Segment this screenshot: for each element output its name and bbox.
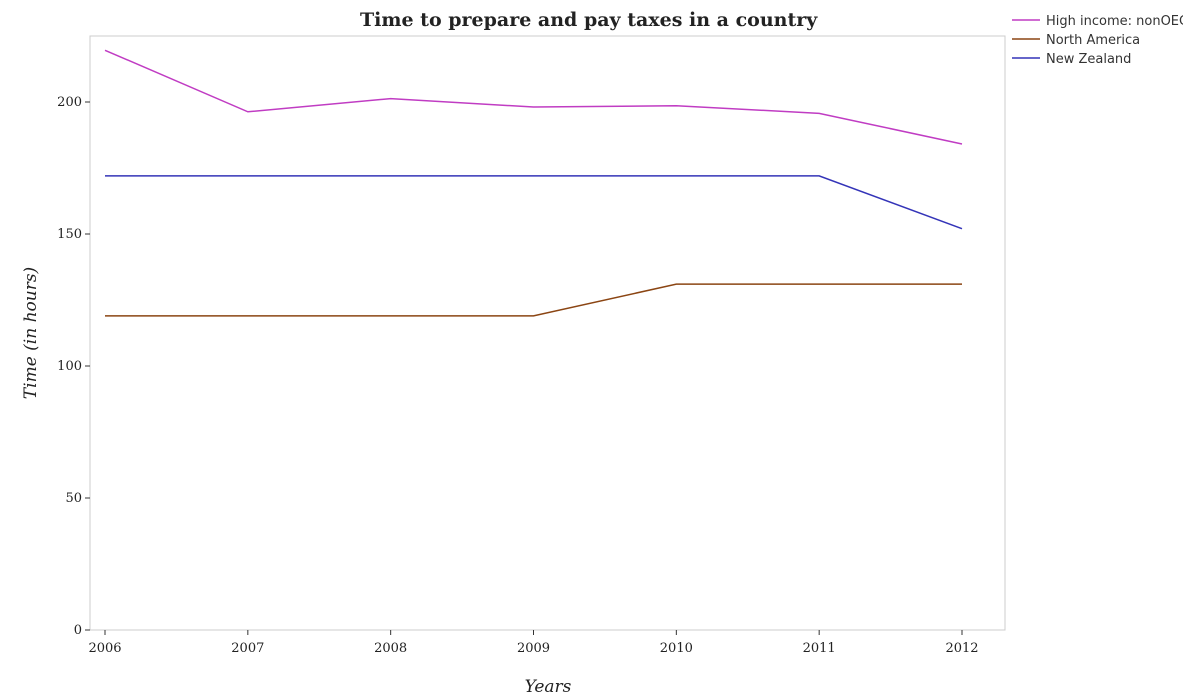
x-axis-label: Years bbox=[525, 677, 572, 697]
x-tick-label: 2007 bbox=[231, 641, 264, 656]
x-tick-label: 2012 bbox=[945, 641, 978, 656]
y-tick-label: 0 bbox=[74, 623, 82, 638]
x-tick-label: 2006 bbox=[88, 641, 121, 656]
x-tick-label: 2010 bbox=[660, 641, 693, 656]
y-axis-label: Time (in hours) bbox=[21, 267, 41, 399]
chart-title: Time to prepare and pay taxes in a count… bbox=[360, 9, 818, 31]
x-axis: 2006 2007 2008 2009 2010 2011 2012 bbox=[88, 630, 979, 656]
x-tick-label: 2011 bbox=[803, 641, 836, 656]
legend-entry: High income: nonOECD bbox=[1046, 14, 1183, 29]
series-line-1 bbox=[104, 49, 963, 145]
y-tick-label: 200 bbox=[57, 95, 82, 110]
legend-entry: New Zealand bbox=[1046, 52, 1131, 67]
series-line-2 bbox=[105, 283, 962, 317]
series-line-3 bbox=[105, 175, 963, 230]
legend-entry: North America bbox=[1046, 33, 1140, 48]
y-tick-label: 100 bbox=[57, 359, 82, 374]
y-tick-label: 150 bbox=[57, 227, 82, 242]
legend: High income: nonOECD North America New Zea… bbox=[1012, 14, 1183, 67]
plot-area bbox=[89, 35, 1006, 631]
x-tick-label: 2009 bbox=[517, 641, 550, 656]
series-lines bbox=[104, 49, 963, 317]
y-tick-label: 50 bbox=[65, 491, 82, 506]
x-tick-label: 2008 bbox=[374, 641, 407, 656]
y-axis: 0 50 100 150 200 bbox=[57, 95, 90, 638]
